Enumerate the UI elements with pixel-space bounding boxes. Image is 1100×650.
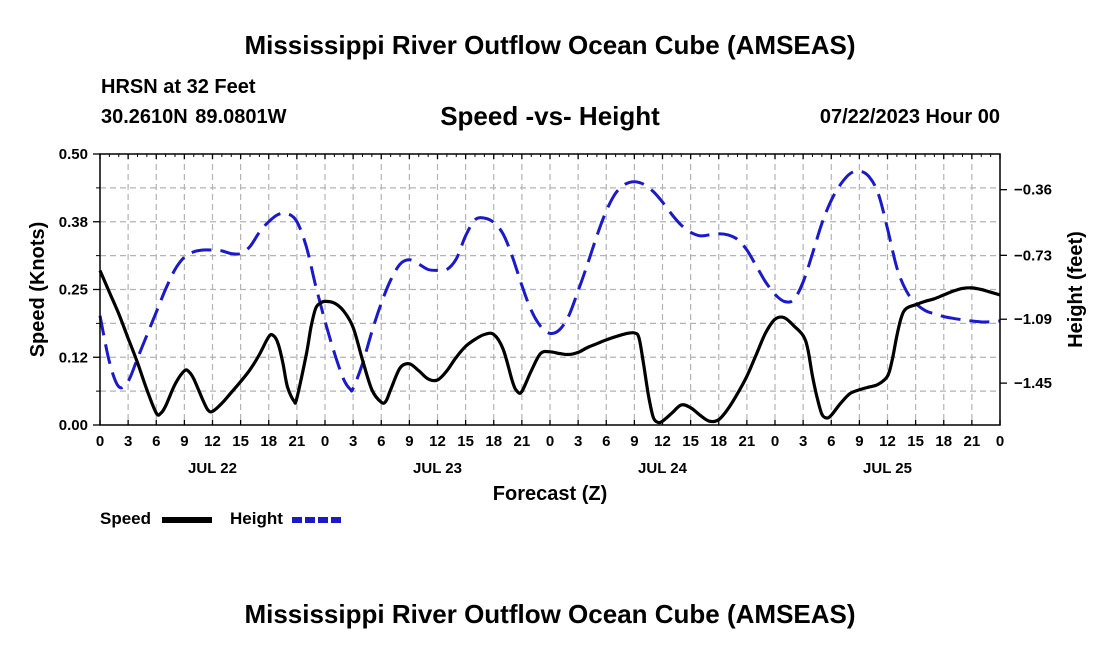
- x-tick-label: 9: [180, 433, 188, 450]
- x-tick-label: 9: [405, 433, 413, 450]
- day-label: JUL 24: [638, 460, 688, 477]
- y-left-tick-label: 0.12: [59, 349, 88, 366]
- x-tick-label: 12: [204, 433, 221, 450]
- x-axis-title: Forecast (Z): [493, 483, 607, 505]
- x-tick-label: 21: [964, 433, 981, 450]
- legend: Speed Height: [100, 509, 342, 528]
- x-tick-label: 0: [996, 433, 1004, 450]
- chart-main-title: Mississippi River Outflow Ocean Cube (AM…: [244, 30, 856, 60]
- x-tick-label: 0: [546, 433, 554, 450]
- station-label: HRSN at 32 Feet: [101, 76, 256, 98]
- axes: 0 3 6 9 12 15 18 21 0 3 6 9 12 15 18 21 0 3 6 9 12 15 18 21 0 3 6 9…: [59, 146, 1052, 477]
- grid: [100, 154, 1000, 425]
- x-tick-label: 18: [260, 433, 277, 450]
- x-tick-label: 3: [799, 433, 807, 450]
- x-tick-label: 3: [349, 433, 357, 450]
- x-tick-label: 21: [739, 433, 756, 450]
- y-left-tick-label: 0.00: [59, 417, 88, 434]
- legend-height-label: Height: [230, 509, 283, 528]
- x-tick-label: 15: [682, 433, 699, 450]
- x-tick-label: 18: [935, 433, 952, 450]
- x-tick-label: 12: [429, 433, 446, 450]
- x-tick-label: 15: [907, 433, 924, 450]
- legend-speed-label: Speed: [100, 509, 151, 528]
- height-series-line: [98, 169, 1001, 393]
- x-tick-label: 6: [827, 433, 835, 450]
- x-tick-label: 21: [514, 433, 531, 450]
- day-label: JUL 23: [413, 460, 462, 477]
- coordinates-label: 30.2610N 89.0801W: [101, 106, 287, 128]
- x-tick-label: 12: [879, 433, 896, 450]
- day-label: JUL 22: [188, 460, 237, 477]
- x-tick-label: 0: [96, 433, 104, 450]
- x-tick-label: 18: [710, 433, 727, 450]
- y-left-tick-label: 0.50: [59, 146, 88, 163]
- y-right-tick-label: −0.36: [1014, 182, 1052, 199]
- y-left-tick-label: 0.25: [59, 282, 88, 299]
- day-label: JUL 25: [863, 460, 912, 477]
- x-tick-label: 21: [289, 433, 306, 450]
- x-tick-label: 9: [855, 433, 863, 450]
- series-layer: [98, 169, 1001, 425]
- y-axis-right-title: Height (feet): [1065, 231, 1087, 348]
- x-tick-label: 12: [654, 433, 671, 450]
- x-tick-label: 18: [485, 433, 502, 450]
- speed-series-line: [98, 269, 1001, 425]
- x-tick-label: 6: [602, 433, 610, 450]
- x-tick-label: 15: [232, 433, 249, 450]
- x-tick-label: 0: [321, 433, 329, 450]
- x-tick-label: 6: [152, 433, 160, 450]
- x-tick-label: 3: [124, 433, 132, 450]
- x-tick-label: 9: [630, 433, 638, 450]
- y-right-tick-label: −1.45: [1014, 375, 1052, 392]
- forecast-datetime: 07/22/2023 Hour 00: [819, 106, 1000, 128]
- y-right-tick-label: −0.73: [1014, 247, 1052, 264]
- x-tick-label: 0: [771, 433, 779, 450]
- footer-title: Mississippi River Outflow Ocean Cube (AM…: [244, 599, 856, 629]
- x-tick-label: 3: [574, 433, 582, 450]
- x-tick-label: 15: [457, 433, 474, 450]
- y-left-tick-label: 0.38: [59, 214, 88, 231]
- chart-subtitle: Speed -vs- Height: [440, 101, 660, 131]
- y-axis-left-title: Speed (Knots): [27, 222, 49, 358]
- y-right-tick-label: −1.09: [1014, 311, 1052, 328]
- x-tick-label: 6: [377, 433, 385, 450]
